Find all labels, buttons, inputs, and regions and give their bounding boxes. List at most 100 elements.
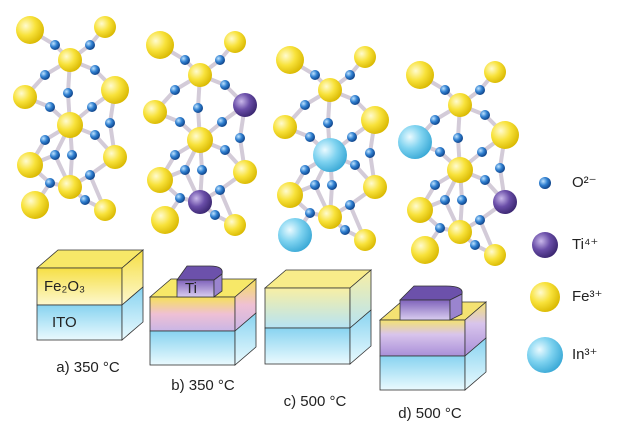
block-layer xyxy=(264,327,351,365)
o-ion xyxy=(85,170,95,180)
ti-ion xyxy=(233,93,257,117)
o-ion xyxy=(477,147,487,157)
fe-ion xyxy=(447,157,473,183)
fe-ion xyxy=(276,46,304,74)
fe-ion xyxy=(407,197,433,223)
in-ion xyxy=(398,125,432,159)
o-ion xyxy=(40,135,50,145)
ti-cap-side xyxy=(449,293,463,321)
o-ion xyxy=(220,145,230,155)
o-ion xyxy=(105,118,115,128)
fe-ion xyxy=(187,127,213,153)
caption: d) 500 °C xyxy=(398,405,462,422)
fe-ion xyxy=(363,175,387,199)
o-ion xyxy=(345,70,355,80)
in-ion xyxy=(313,138,347,172)
fe-ion xyxy=(277,182,303,208)
fe-ion xyxy=(491,121,519,149)
o-ion xyxy=(480,110,490,120)
fe-ion xyxy=(484,244,506,266)
o-ion xyxy=(310,180,320,190)
o-ion xyxy=(210,210,220,220)
fe-ion xyxy=(233,160,257,184)
block-label: Fe₂O₃ xyxy=(44,278,85,295)
fe-ion xyxy=(354,229,376,251)
block-label: Ti xyxy=(185,280,197,297)
fe-ion xyxy=(361,106,389,134)
fe-ion xyxy=(101,76,129,104)
o-ion xyxy=(50,40,60,50)
fe-ion xyxy=(147,167,173,193)
o-ion xyxy=(327,180,337,190)
fe-ion xyxy=(188,63,212,87)
o-ion xyxy=(217,117,227,127)
o-ion xyxy=(347,132,357,142)
fe-ion xyxy=(224,214,246,236)
crystal-structures xyxy=(13,16,519,266)
block-layer xyxy=(36,267,123,306)
block-layer xyxy=(36,304,123,341)
caption: c) 500 °C xyxy=(284,393,347,410)
o-ion xyxy=(215,185,225,195)
block-side xyxy=(349,309,372,365)
o-ion xyxy=(63,88,73,98)
o-ion xyxy=(305,132,315,142)
o-ion xyxy=(300,165,310,175)
o-ion xyxy=(67,150,77,160)
caption: b) 350 °C xyxy=(171,377,235,394)
o-ion xyxy=(453,133,463,143)
fe-ion xyxy=(57,112,83,138)
o-ion xyxy=(475,85,485,95)
o-ion xyxy=(170,150,180,160)
o-ion xyxy=(300,100,310,110)
legend-fe-ion xyxy=(530,282,560,312)
ti-ion xyxy=(493,190,517,214)
o-ion xyxy=(305,208,315,218)
o-ion xyxy=(80,195,90,205)
o-ion xyxy=(345,200,355,210)
o-ion xyxy=(350,160,360,170)
o-ion xyxy=(175,117,185,127)
o-ion xyxy=(197,165,207,175)
block-layer xyxy=(149,296,236,332)
fe-ion xyxy=(318,205,342,229)
fe-ion xyxy=(411,236,439,264)
o-ion xyxy=(90,130,100,140)
fe-ion xyxy=(17,152,43,178)
block-layer xyxy=(149,330,236,366)
block-layer xyxy=(379,355,466,391)
o-ion xyxy=(175,193,185,203)
o-ion xyxy=(365,148,375,158)
caption: a) 350 °C xyxy=(56,359,120,376)
o-ion xyxy=(430,180,440,190)
o-ion xyxy=(45,178,55,188)
block-side xyxy=(234,312,257,366)
ti-cap-side xyxy=(213,273,223,298)
fe-ion xyxy=(224,31,246,53)
ti-cap-top xyxy=(176,265,223,281)
fe-ion xyxy=(318,78,342,102)
o-ion xyxy=(50,150,60,160)
o-ion xyxy=(87,102,97,112)
fe-ion xyxy=(143,100,167,124)
ti-ion xyxy=(188,190,212,214)
o-ion xyxy=(457,195,467,205)
fe-ion xyxy=(58,48,82,72)
o-ion xyxy=(90,65,100,75)
fe-ion xyxy=(151,206,179,234)
legend-label: Ti⁴⁺ xyxy=(572,236,598,253)
o-ion xyxy=(180,55,190,65)
ti-cap-front xyxy=(399,299,451,321)
o-ion xyxy=(480,175,490,185)
o-ion xyxy=(440,195,450,205)
o-ion xyxy=(435,223,445,233)
legend-o-ion xyxy=(539,177,551,189)
o-ion xyxy=(193,103,203,113)
fe-ion xyxy=(146,31,174,59)
in-ion xyxy=(278,218,312,252)
o-ion xyxy=(40,70,50,80)
fe-ion xyxy=(103,145,127,169)
o-ion xyxy=(495,163,505,173)
fe-ion xyxy=(94,199,116,221)
